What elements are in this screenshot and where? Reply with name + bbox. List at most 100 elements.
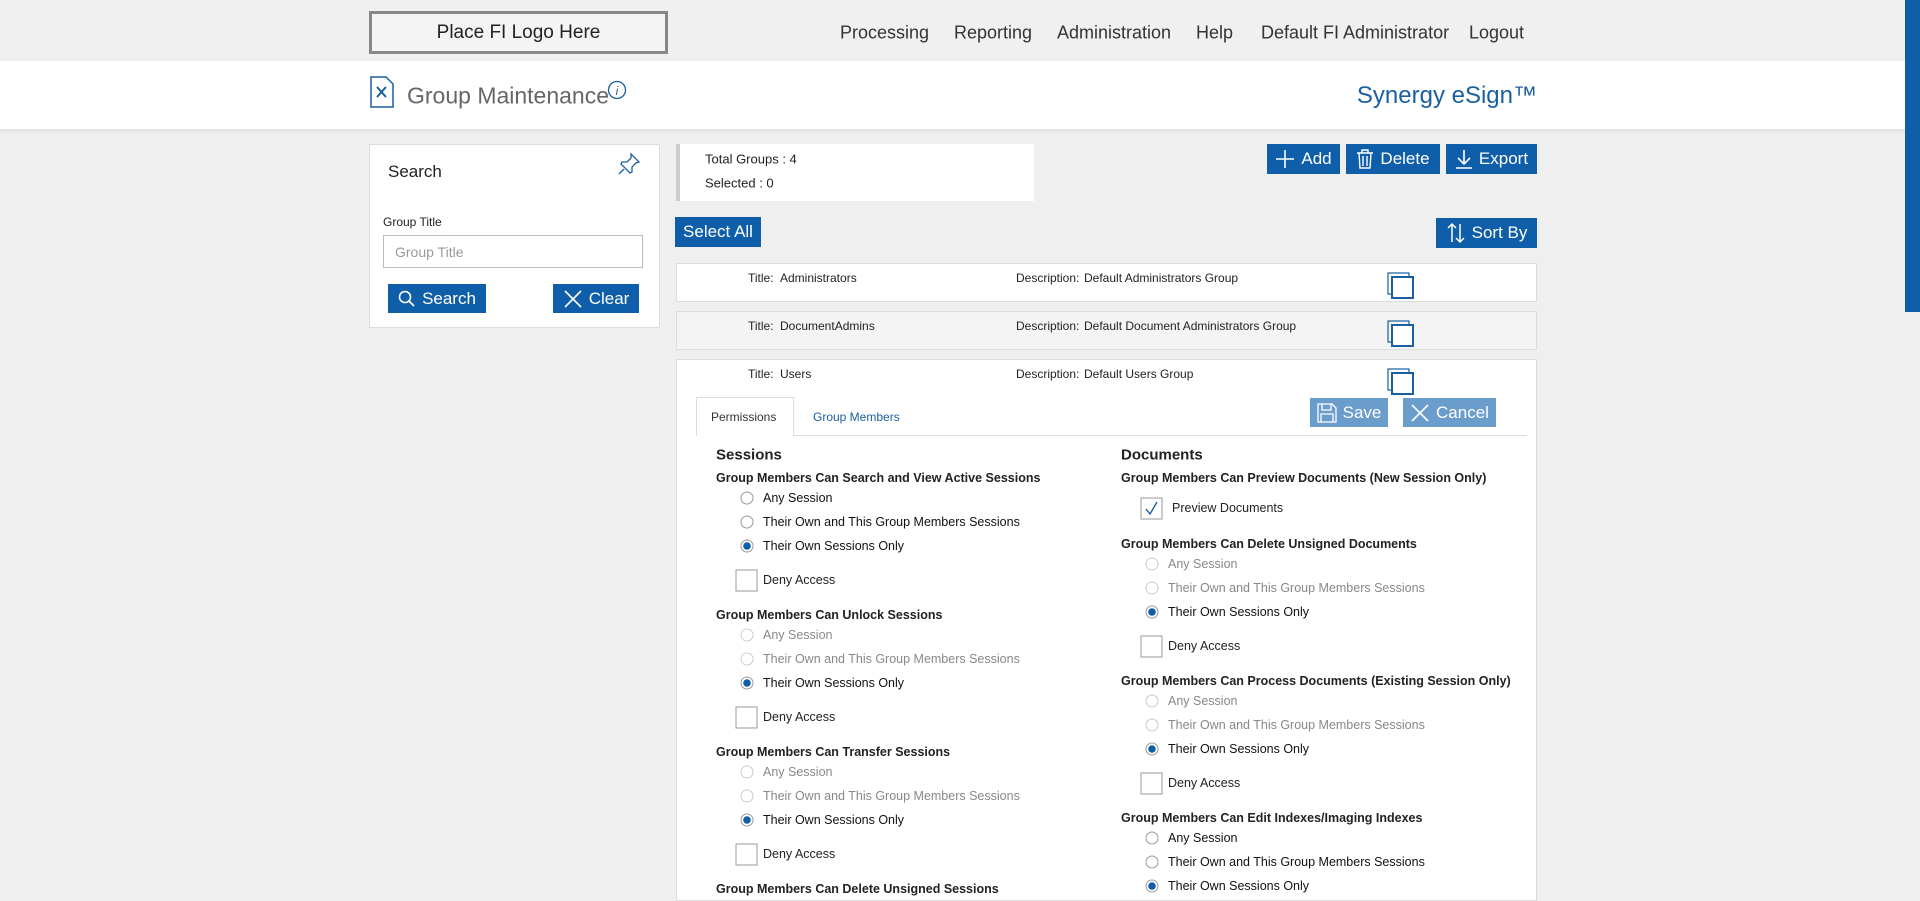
- sort-button[interactable]: Sort By: [1436, 218, 1537, 248]
- cancel-button[interactable]: Cancel: [1403, 398, 1496, 427]
- total-groups: Total Groups : 4: [705, 151, 797, 167]
- group-description: Default Users Group: [1084, 367, 1194, 381]
- tab-line: [696, 435, 1527, 436]
- radio: [1145, 557, 1159, 571]
- clear-button[interactable]: Clear: [553, 284, 639, 313]
- placeholder: Group Title: [395, 244, 464, 260]
- radio: [1145, 718, 1159, 732]
- radio[interactable]: [740, 539, 754, 553]
- page-title: Group Maintenance: [407, 82, 610, 109]
- page-icon: [370, 76, 394, 108]
- nav-link[interactable]: Reporting: [954, 22, 1033, 43]
- group-title: Users: [780, 367, 812, 381]
- add-button[interactable]: Add: [1267, 144, 1340, 174]
- radio-label: Their Own Sessions Only: [1168, 605, 1310, 619]
- radio[interactable]: [740, 491, 754, 505]
- section-label: Group Members Can Search and View Active…: [716, 471, 1041, 485]
- radio-label: Their Own and This Group Members Session…: [1168, 718, 1425, 732]
- radio-label: Their Own Sessions Only: [763, 813, 905, 827]
- radio-label: Any Session: [1168, 557, 1238, 571]
- save-button[interactable]: Save: [1310, 398, 1388, 427]
- radio[interactable]: [1145, 831, 1159, 845]
- radio-label: Any Session: [1168, 694, 1238, 708]
- radio-label: Their Own and This Group Members Session…: [763, 515, 1020, 529]
- radio-label: Their Own and This Group Members Session…: [1168, 581, 1425, 595]
- title-label: Title:: [748, 367, 774, 381]
- radio-label: Their Own Sessions Only: [763, 676, 905, 690]
- pin-icon[interactable]: [617, 152, 641, 176]
- checkbox-label: Deny Access: [763, 573, 836, 587]
- nav-link[interactable]: Help: [1196, 22, 1234, 43]
- group-title: DocumentAdmins: [780, 319, 875, 333]
- radio: [1145, 694, 1159, 708]
- radio-label: Their Own and This Group Members Session…: [763, 652, 1020, 666]
- tab[interactable]: [696, 397, 794, 436]
- button-label: Cancel: [1436, 402, 1489, 422]
- radio-label: Their Own Sessions Only: [1168, 742, 1310, 756]
- selected-count: Selected : 0: [705, 175, 774, 191]
- field-label: Group Title: [383, 215, 442, 229]
- description-label: Description:: [1016, 367, 1080, 381]
- group-title: Administrators: [780, 271, 857, 285]
- nav-link[interactable]: Administration: [1057, 22, 1172, 43]
- nav-link[interactable]: Default FI Administrator: [1261, 22, 1450, 43]
- info-icon[interactable]: i: [607, 80, 627, 100]
- section-label: Group Members Can Preview Documents (New…: [1121, 471, 1487, 485]
- checkbox[interactable]: [735, 706, 759, 730]
- column-heading: Sessions: [716, 446, 782, 464]
- radio[interactable]: [1145, 879, 1159, 893]
- delete-button[interactable]: Delete: [1346, 144, 1440, 174]
- radio: [740, 765, 754, 779]
- sub-header: [0, 61, 1920, 129]
- panel-title: Search: [388, 162, 442, 181]
- section-label: Group Members Can Delete Unsigned Sessio…: [716, 882, 999, 896]
- row-checkbox[interactable]: [1387, 368, 1415, 396]
- radio: [740, 652, 754, 666]
- radio: [740, 813, 754, 827]
- checkbox-label: Preview Documents: [1172, 501, 1284, 515]
- section-label: Group Members Can Process Documents (Exi…: [1121, 674, 1511, 688]
- button-label: Select All: [683, 222, 753, 241]
- checkbox[interactable]: [735, 843, 759, 867]
- group-row[interactable]: [676, 359, 1537, 901]
- checkbox-label: Deny Access: [1168, 776, 1241, 790]
- checkbox-label: Deny Access: [763, 847, 836, 861]
- radio-label: Any Session: [1168, 831, 1238, 845]
- scrollbar-thumb[interactable]: [1905, 0, 1920, 312]
- text-input[interactable]: Group Title: [383, 235, 643, 268]
- nav-link[interactable]: Logout: [1469, 22, 1525, 43]
- checkbox[interactable]: [1140, 497, 1164, 521]
- button-label: Export: [1478, 149, 1529, 168]
- button-label: Save: [1342, 402, 1382, 422]
- checkbox[interactable]: [1140, 635, 1164, 659]
- tab-label: Permissions: [711, 410, 777, 424]
- export-button[interactable]: Export: [1446, 144, 1537, 174]
- brand: Synergy eSign™: [1356, 82, 1537, 109]
- radio-label: Their Own and This Group Members Session…: [763, 789, 1020, 803]
- radio: [740, 628, 754, 642]
- checkbox-label: Deny Access: [763, 710, 836, 724]
- section-label: Group Members Can Unlock Sessions: [716, 608, 943, 622]
- radio: [740, 676, 754, 690]
- radio-label: Any Session: [763, 765, 833, 779]
- radio: [1145, 581, 1159, 595]
- radio-label: Any Session: [763, 491, 833, 505]
- button-label: Delete: [1380, 149, 1430, 168]
- svg-text:i: i: [616, 84, 619, 98]
- select-all-button[interactable]: Select All: [675, 217, 761, 247]
- row-checkbox[interactable]: [1387, 320, 1415, 348]
- radio-label: Their Own Sessions Only: [1168, 879, 1310, 893]
- button-label: Clear: [588, 288, 630, 308]
- checkbox[interactable]: [1140, 772, 1164, 796]
- checkbox-label: Deny Access: [1168, 639, 1241, 653]
- logo[interactable]: Place FI Logo Here: [369, 11, 668, 54]
- button-label: Sort By: [1471, 223, 1528, 242]
- nav-link[interactable]: Processing: [840, 22, 930, 43]
- search-button[interactable]: Search: [388, 284, 486, 313]
- checkbox[interactable]: [735, 569, 759, 593]
- row-checkbox[interactable]: [1387, 272, 1415, 300]
- description-label: Description:: [1016, 271, 1080, 285]
- radio[interactable]: [740, 515, 754, 529]
- section-label: Group Members Can Transfer Sessions: [716, 745, 951, 759]
- radio[interactable]: [1145, 855, 1159, 869]
